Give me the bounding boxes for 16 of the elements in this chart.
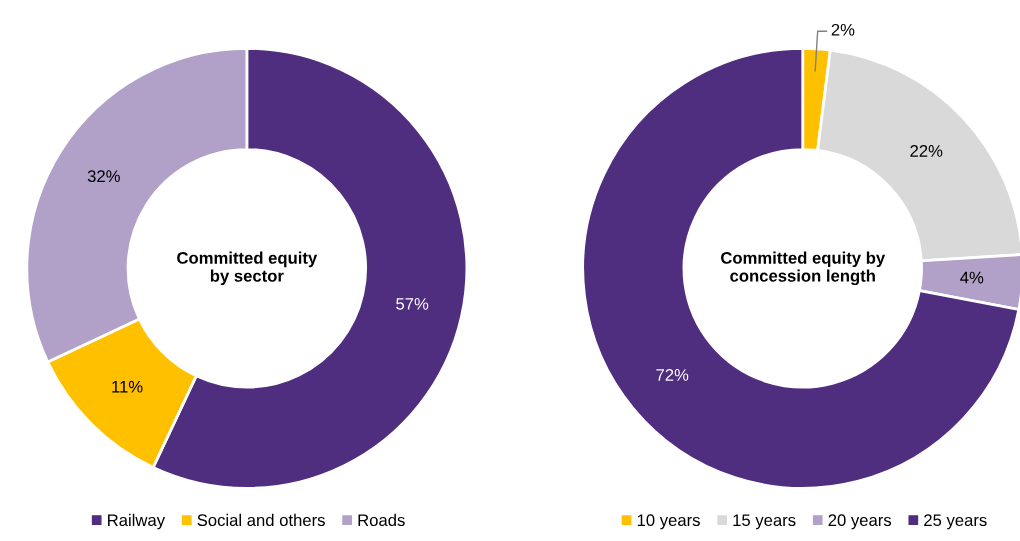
legend-label: Roads xyxy=(358,513,405,527)
data-label: 2% xyxy=(831,23,855,36)
data-label: 57% xyxy=(396,298,429,310)
legend-label: 15 years xyxy=(733,514,796,530)
legend-label: Railway xyxy=(108,513,166,530)
text: Committed equity by concession length xyxy=(721,251,886,286)
legend-label: 20 years xyxy=(828,514,892,530)
data-label: 32% xyxy=(87,170,120,183)
legend-label: 25 years xyxy=(924,514,987,530)
legend-label: Social and others xyxy=(197,513,325,527)
data-label: 22% xyxy=(910,145,943,157)
data-label: 72% xyxy=(656,368,689,381)
text: Committed equity by sector xyxy=(177,251,318,286)
data-label: 11% xyxy=(112,380,143,393)
legend-label: 10 years xyxy=(637,514,700,530)
data-label: 4% xyxy=(960,271,984,284)
